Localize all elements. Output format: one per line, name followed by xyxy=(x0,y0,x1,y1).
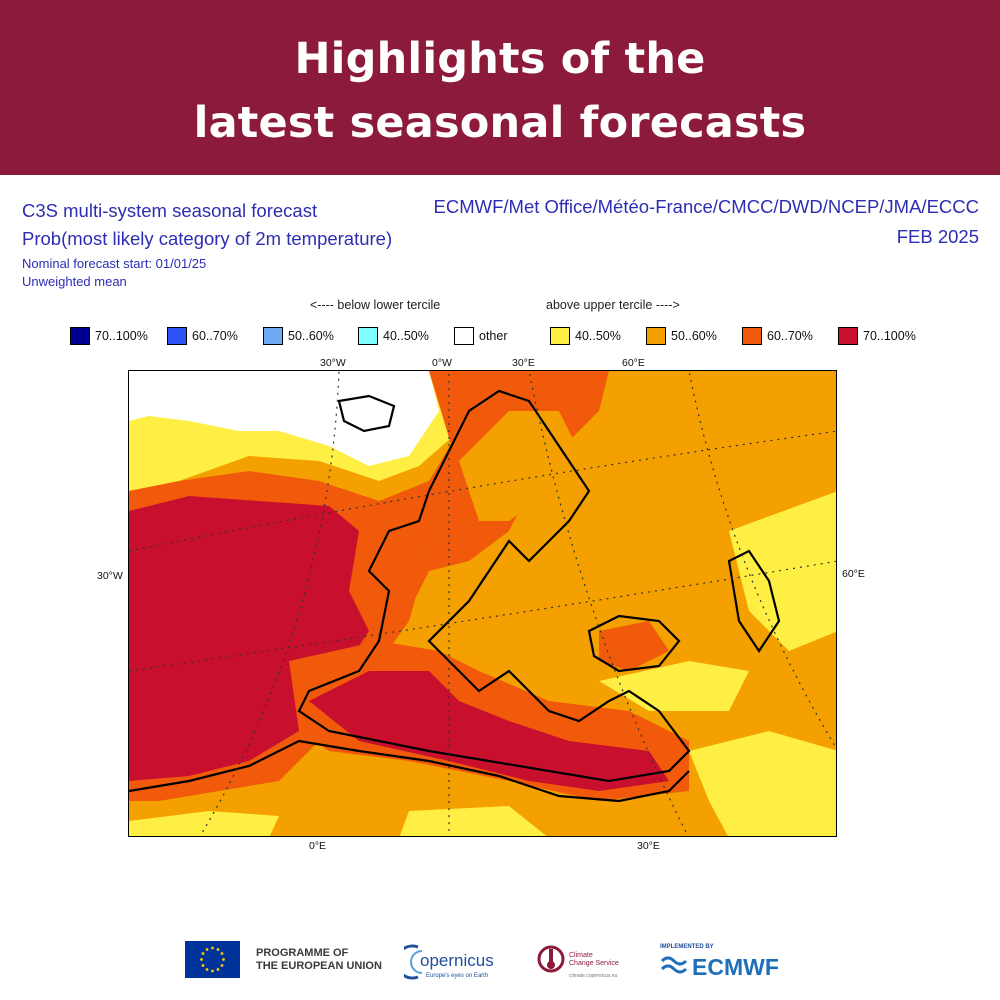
legend-label: 40..50% xyxy=(575,329,621,343)
forecast-start-date: Nominal forecast start: 01/01/25 xyxy=(22,256,207,271)
legend-label: 60..70% xyxy=(192,329,238,343)
legend-swatch xyxy=(263,327,283,345)
legend-item: 70..100% xyxy=(70,326,148,346)
forecast-title: C3S multi-system seasonal forecast xyxy=(22,200,318,221)
map-label-60e-right: 60°E xyxy=(842,568,865,580)
map-label-30w-left: 30°W xyxy=(97,570,123,582)
copernicus-logo: opernicus Europe's eyes on Earth xyxy=(395,939,514,983)
coastline-iceland xyxy=(337,394,396,433)
banner-title-line-2: latest seasonal forecasts xyxy=(193,98,807,148)
climate-change-service-logo: Climate Change Service climate.copernicu… xyxy=(537,939,637,983)
ecmwf-logo: IMPLEMENTED BY ECMWF xyxy=(656,939,816,983)
forecast-mean-type: Unweighted mean xyxy=(22,274,127,289)
coastline-caspian xyxy=(727,549,781,653)
region-60-70-blacksea xyxy=(599,621,669,671)
legend-label: 70..100% xyxy=(863,329,916,343)
forecast-map xyxy=(128,370,837,837)
eu-text-line-2: THE EUROPEAN UNION xyxy=(256,960,382,972)
map-label-0w-top: 0°W xyxy=(432,357,452,369)
legend-swatch xyxy=(70,327,90,345)
legend-item: 50..60% xyxy=(263,326,334,346)
graticule xyxy=(129,371,836,836)
header-banner: Highlights of the latest seasonal foreca… xyxy=(0,0,1000,175)
legend-label: 50..60% xyxy=(671,329,717,343)
map-label-30e-top: 30°E xyxy=(512,357,535,369)
eu-flag-icon xyxy=(185,941,240,978)
legend-swatch xyxy=(358,327,378,345)
legend-item: 40..50% xyxy=(358,326,429,346)
legend-item: 60..70% xyxy=(167,326,238,346)
legend-label: 70..100% xyxy=(95,329,148,343)
legend-below-label: <---- below lower tercile xyxy=(310,298,441,312)
footer-logos: PROGRAMME OF THE EUROPEAN UNION opernicu… xyxy=(0,935,1000,995)
region-40-50-libya xyxy=(399,806,547,836)
legend-label: other xyxy=(479,329,508,343)
region-40-50-east xyxy=(729,491,836,651)
banner-title-line-1: Highlights of the xyxy=(294,34,706,84)
ecmwf-wordmark: ECMWF xyxy=(692,954,779,980)
copernicus-tagline: Europe's eyes on Earth xyxy=(426,973,488,979)
legend-swatch xyxy=(742,327,762,345)
legend-item: 70..100% xyxy=(838,326,916,346)
c3s-line-1: Climate xyxy=(569,952,593,959)
coastline-europe xyxy=(297,389,691,783)
region-40-50-sahara xyxy=(129,811,279,836)
map-label-30w-top: 30°W xyxy=(320,357,346,369)
forecast-map-canvas xyxy=(129,371,836,836)
forecast-subtitle: Prob(most likely category of 2m temperat… xyxy=(22,228,393,249)
eu-text-line-1: PROGRAMME OF xyxy=(256,947,349,959)
legend-swatch xyxy=(646,327,666,345)
legend-item: 50..60% xyxy=(646,326,717,346)
c3s-url: climate.copernicus.eu xyxy=(569,973,618,979)
legend-swatch xyxy=(167,327,187,345)
legend-item: 60..70% xyxy=(742,326,813,346)
region-50-60-scandinavia xyxy=(459,411,579,521)
map-label-60e-top: 60°E xyxy=(622,357,645,369)
c3s-line-2: Change Service xyxy=(569,960,619,967)
region-40-50-turkey xyxy=(599,661,749,711)
map-label-30e-bottom: 30°E xyxy=(637,840,660,852)
eu-programme-text: PROGRAMME OF THE EUROPEAN UNION xyxy=(256,947,382,973)
coastline-north-africa xyxy=(129,739,690,803)
legend-item: 40..50% xyxy=(550,326,621,346)
legend-swatch xyxy=(838,327,858,345)
legend-swatch xyxy=(550,327,570,345)
map-label-0e-bottom: 0°E xyxy=(309,840,327,852)
legend-label: 50..60% xyxy=(288,329,334,343)
coastline-black-sea xyxy=(587,614,681,673)
forecast-systems: ECMWF/Met Office/Météo-France/CMCC/DWD/N… xyxy=(433,196,979,217)
legend-label: 40..50% xyxy=(383,329,429,343)
region-40-50-middle-east xyxy=(689,731,836,836)
copernicus-wordmark: opernicus xyxy=(420,951,494,970)
region-70-100-med xyxy=(309,671,669,791)
legend-item: other xyxy=(454,326,508,346)
ecmwf-implemented-by: IMPLEMENTED BY xyxy=(660,944,714,950)
region-other-nw xyxy=(129,371,439,466)
legend-above-label: above upper tercile ----> xyxy=(546,298,680,312)
legend-swatch xyxy=(454,327,474,345)
forecast-period: FEB 2025 xyxy=(896,226,979,247)
legend-label: 60..70% xyxy=(767,329,813,343)
